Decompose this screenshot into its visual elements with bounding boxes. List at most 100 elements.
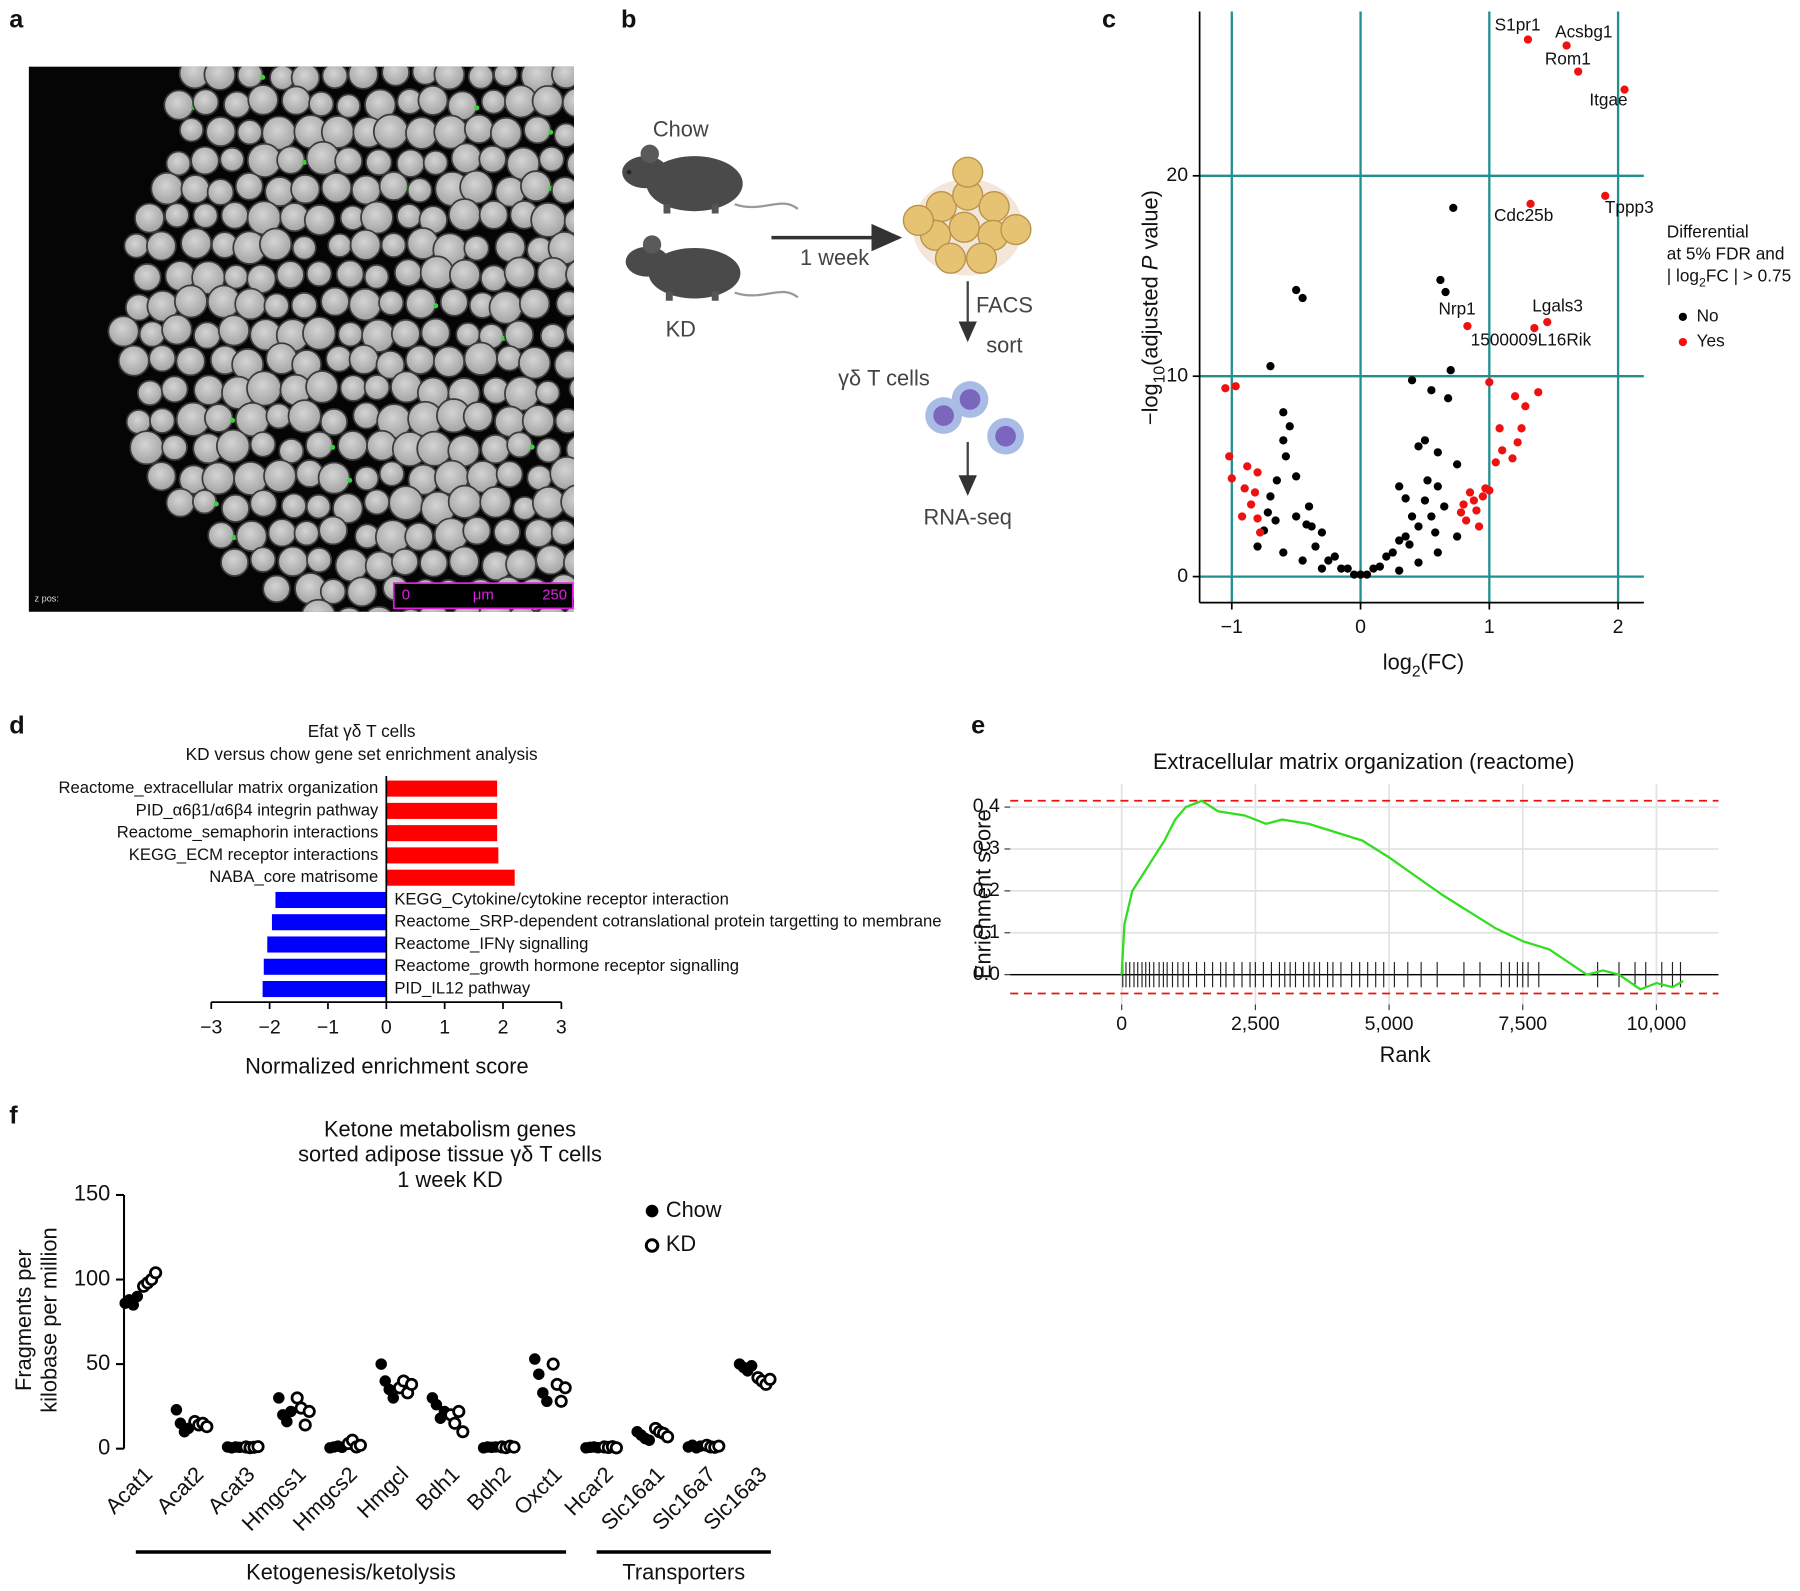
chart-title: 1 week KD bbox=[397, 1167, 502, 1192]
cell bbox=[467, 66, 495, 90]
x-axis-label-part: (FC) bbox=[1421, 649, 1465, 674]
bar bbox=[386, 780, 498, 797]
cell bbox=[321, 66, 349, 90]
point bbox=[1433, 482, 1442, 491]
cell bbox=[462, 401, 494, 432]
point bbox=[1510, 392, 1520, 401]
point bbox=[541, 1395, 553, 1408]
cell bbox=[320, 172, 353, 204]
cell bbox=[206, 178, 235, 206]
point bbox=[1420, 496, 1430, 505]
cell bbox=[263, 459, 297, 493]
chart-title: sorted adipose tissue γδ T cells bbox=[298, 1142, 602, 1167]
point bbox=[1253, 468, 1262, 477]
cell bbox=[538, 146, 565, 173]
cell bbox=[566, 151, 574, 177]
x-tick-label: −3 bbox=[200, 1017, 222, 1039]
cell bbox=[553, 122, 574, 148]
point bbox=[1574, 67, 1583, 76]
cell bbox=[365, 148, 393, 176]
cell bbox=[280, 492, 307, 519]
point bbox=[1414, 558, 1423, 567]
cell bbox=[581, 342, 614, 375]
cell bbox=[305, 140, 341, 176]
cell bbox=[247, 84, 279, 116]
cell bbox=[463, 341, 498, 376]
x-tick-label: −1 bbox=[317, 1017, 339, 1039]
point bbox=[763, 1372, 777, 1386]
cell bbox=[354, 465, 380, 491]
point bbox=[1453, 532, 1462, 541]
cell bbox=[439, 287, 469, 317]
legend-label: Yes bbox=[1697, 331, 1725, 351]
point bbox=[1362, 570, 1372, 579]
cell bbox=[597, 149, 621, 173]
legend-label: Chow bbox=[666, 1197, 722, 1222]
cell bbox=[599, 548, 623, 572]
cell bbox=[596, 265, 624, 293]
cell bbox=[146, 230, 177, 262]
point bbox=[1474, 522, 1484, 531]
fluorescence bbox=[529, 444, 535, 450]
cell bbox=[401, 608, 421, 612]
legend-marker bbox=[644, 1238, 660, 1253]
cell bbox=[347, 66, 379, 90]
panel-label: d bbox=[9, 711, 24, 739]
point bbox=[1311, 542, 1320, 551]
cell bbox=[192, 88, 220, 116]
cell bbox=[406, 177, 433, 204]
cell bbox=[179, 117, 205, 143]
point bbox=[1521, 402, 1530, 411]
cell bbox=[165, 150, 192, 177]
bar bbox=[275, 891, 387, 908]
cell bbox=[590, 429, 622, 461]
cell bbox=[317, 461, 351, 495]
cell bbox=[419, 548, 449, 578]
point bbox=[1513, 438, 1522, 447]
y-tick-label: 100 bbox=[74, 1265, 110, 1290]
y-axis-label: kilobase per million bbox=[36, 1227, 61, 1412]
cell bbox=[594, 372, 626, 404]
point bbox=[1407, 512, 1417, 521]
point bbox=[456, 1425, 470, 1439]
cell bbox=[478, 199, 509, 230]
cell bbox=[561, 87, 574, 118]
cell bbox=[207, 521, 235, 550]
point bbox=[1246, 500, 1256, 509]
cell bbox=[479, 485, 512, 519]
cell bbox=[146, 461, 177, 492]
cell bbox=[549, 456, 574, 491]
y-axis-label-part: (adjusted bbox=[1137, 270, 1162, 366]
bar bbox=[262, 981, 387, 998]
point bbox=[1221, 384, 1230, 393]
point bbox=[1423, 476, 1432, 485]
readout: RNA-seq bbox=[924, 505, 1012, 530]
y-tick-label: 150 bbox=[74, 1181, 110, 1206]
cell bbox=[583, 117, 609, 143]
legend-marker bbox=[1678, 312, 1688, 321]
cell bbox=[305, 260, 333, 287]
cell bbox=[553, 349, 574, 380]
y-tick-label: 0.2 bbox=[973, 879, 1000, 901]
legend-title-part: 2 bbox=[1699, 276, 1706, 290]
cell bbox=[551, 66, 574, 90]
x-tick-label: 10,000 bbox=[1627, 1013, 1687, 1035]
cell bbox=[592, 607, 623, 638]
adipocyte bbox=[978, 191, 1010, 223]
point bbox=[1427, 386, 1436, 395]
point bbox=[1441, 287, 1450, 297]
cell bbox=[305, 493, 332, 520]
point bbox=[131, 1290, 144, 1303]
cell bbox=[381, 66, 411, 87]
cell bbox=[160, 375, 189, 404]
cell bbox=[249, 489, 278, 518]
y-tick-label: 10 bbox=[1166, 364, 1188, 386]
point bbox=[1485, 378, 1494, 387]
fluorescence bbox=[433, 303, 439, 309]
bar-label: PID_IL12 pathway bbox=[394, 978, 531, 997]
group-label: Transporters bbox=[622, 1560, 745, 1585]
cell bbox=[332, 492, 364, 524]
cell bbox=[301, 598, 336, 612]
cell bbox=[334, 146, 363, 176]
